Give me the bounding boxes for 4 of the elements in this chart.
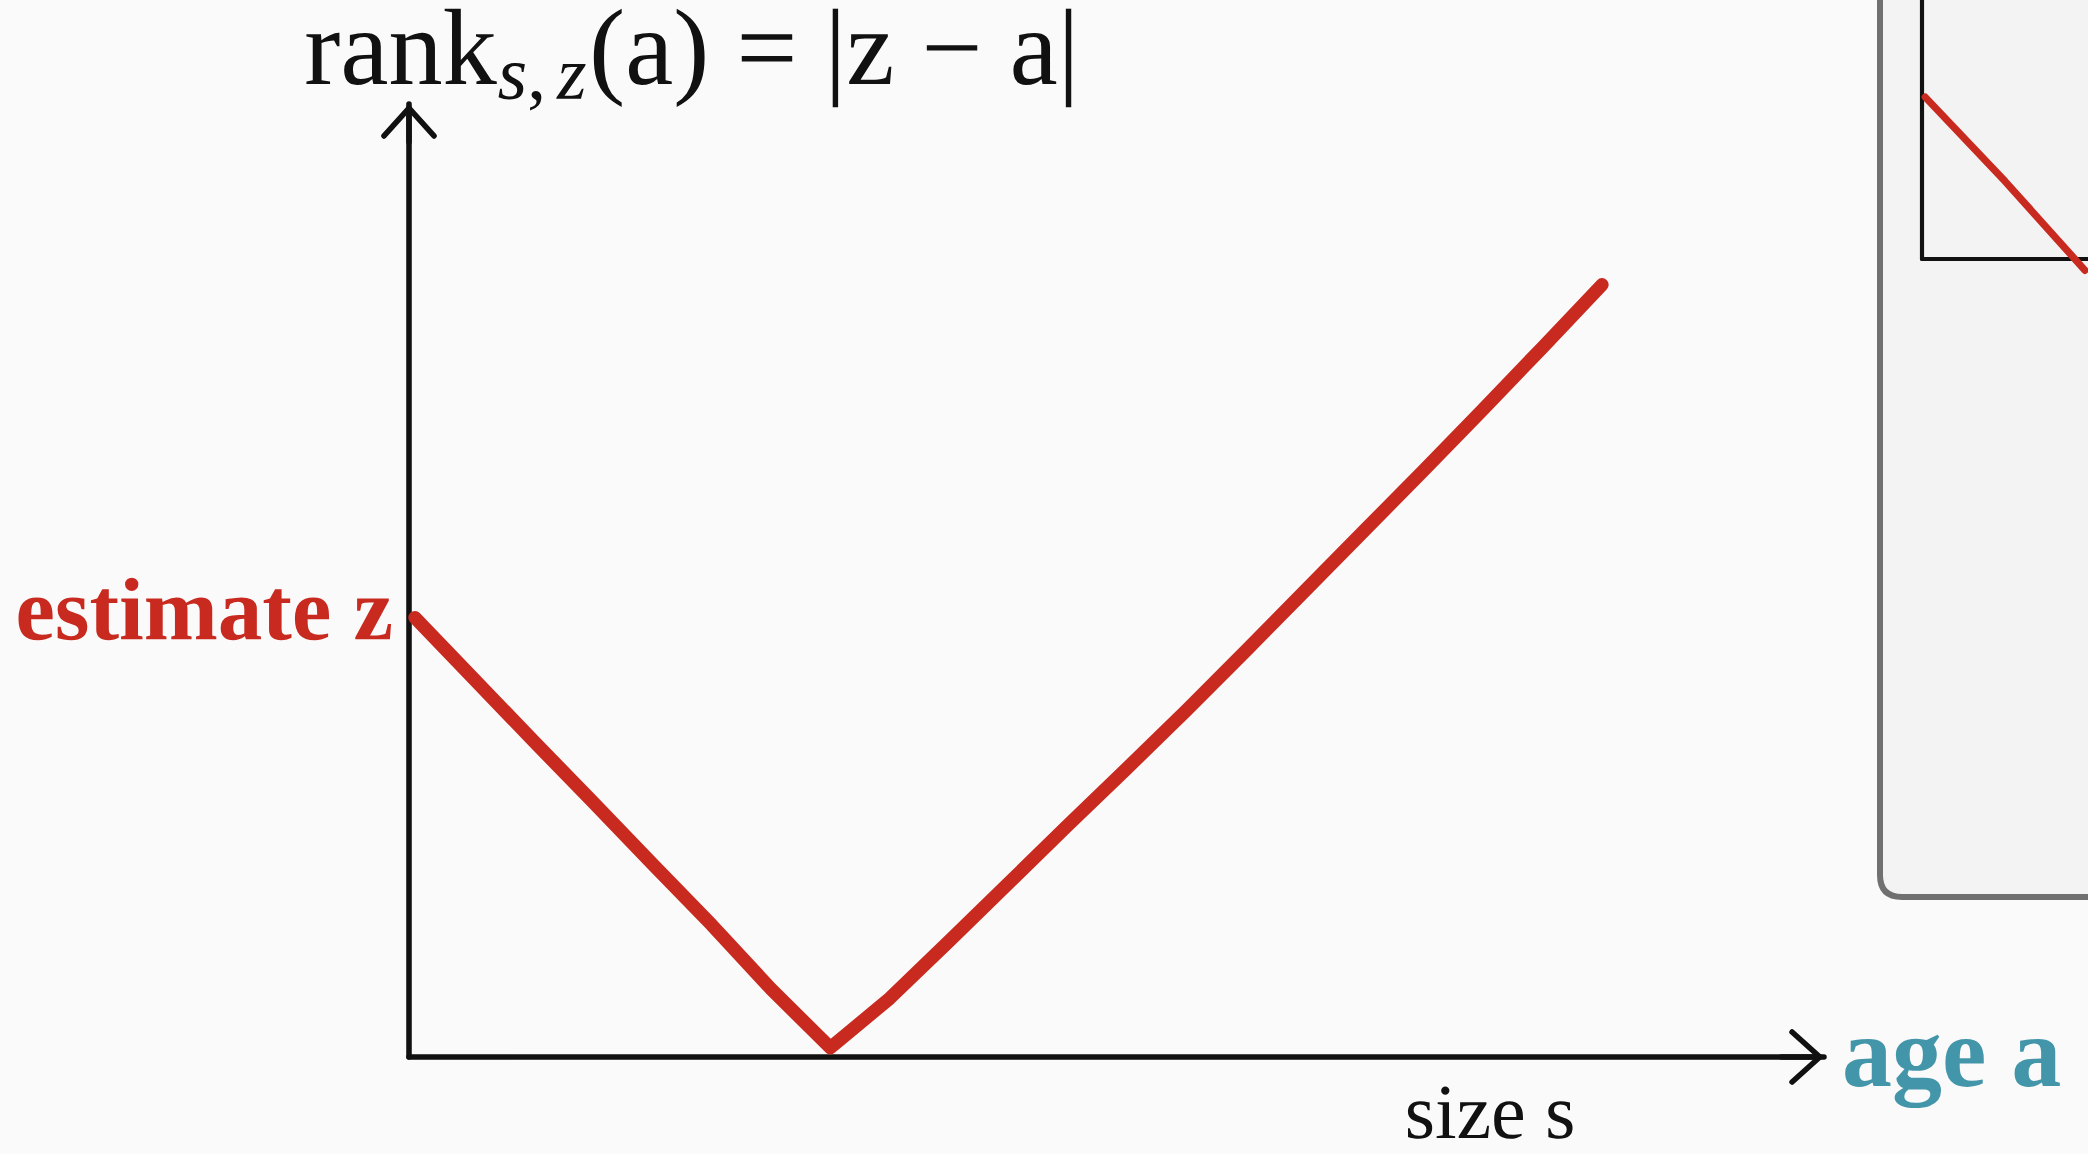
text: size s: [1407, 1086, 1573, 1139]
annotation: estimate z: [18, 577, 392, 641]
x-axis-title: age a: [1845, 1034, 2060, 1109]
y-axis-title: rank$_{s,z}$(a) = |z − a|: [306, 8, 1072, 111]
